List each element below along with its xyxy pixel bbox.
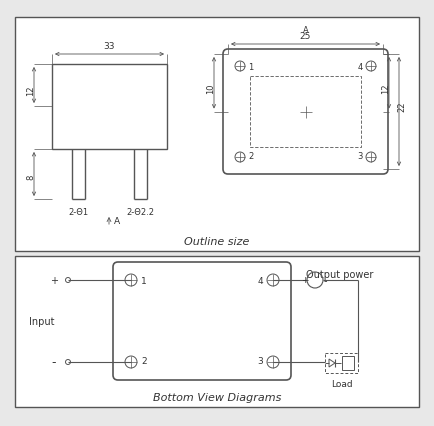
FancyBboxPatch shape <box>113 262 291 380</box>
Text: +: + <box>301 276 309 285</box>
Text: 25: 25 <box>300 32 311 41</box>
Text: A: A <box>302 26 309 35</box>
Text: 1: 1 <box>141 277 147 286</box>
Text: Outline size: Outline size <box>184 236 250 246</box>
Text: 3: 3 <box>358 152 363 161</box>
Text: A: A <box>114 217 120 226</box>
Text: 2: 2 <box>141 357 147 366</box>
Text: 1: 1 <box>248 63 253 72</box>
Polygon shape <box>15 18 419 251</box>
Text: 10: 10 <box>207 83 216 94</box>
FancyBboxPatch shape <box>223 50 388 175</box>
Text: +: + <box>50 275 58 285</box>
Text: 8: 8 <box>26 175 36 180</box>
Text: Output power: Output power <box>306 269 374 279</box>
Text: 12: 12 <box>26 86 36 96</box>
Text: 2: 2 <box>248 152 253 161</box>
Text: -: - <box>323 275 327 285</box>
Polygon shape <box>342 356 354 370</box>
Text: 2-Θ2.2: 2-Θ2.2 <box>126 207 155 216</box>
Text: Input: Input <box>29 316 55 326</box>
Text: 3: 3 <box>257 357 263 366</box>
Text: 33: 33 <box>104 42 115 51</box>
Text: 12: 12 <box>381 83 391 94</box>
Text: 4: 4 <box>257 277 263 286</box>
Text: 22: 22 <box>398 102 407 112</box>
Text: -: - <box>52 356 56 368</box>
Text: 4: 4 <box>358 63 363 72</box>
Text: 2-Θ1: 2-Θ1 <box>69 207 89 216</box>
Polygon shape <box>15 256 419 407</box>
Text: Bottom View Diagrams: Bottom View Diagrams <box>153 392 281 402</box>
Polygon shape <box>52 65 167 150</box>
Text: Load: Load <box>331 379 352 388</box>
